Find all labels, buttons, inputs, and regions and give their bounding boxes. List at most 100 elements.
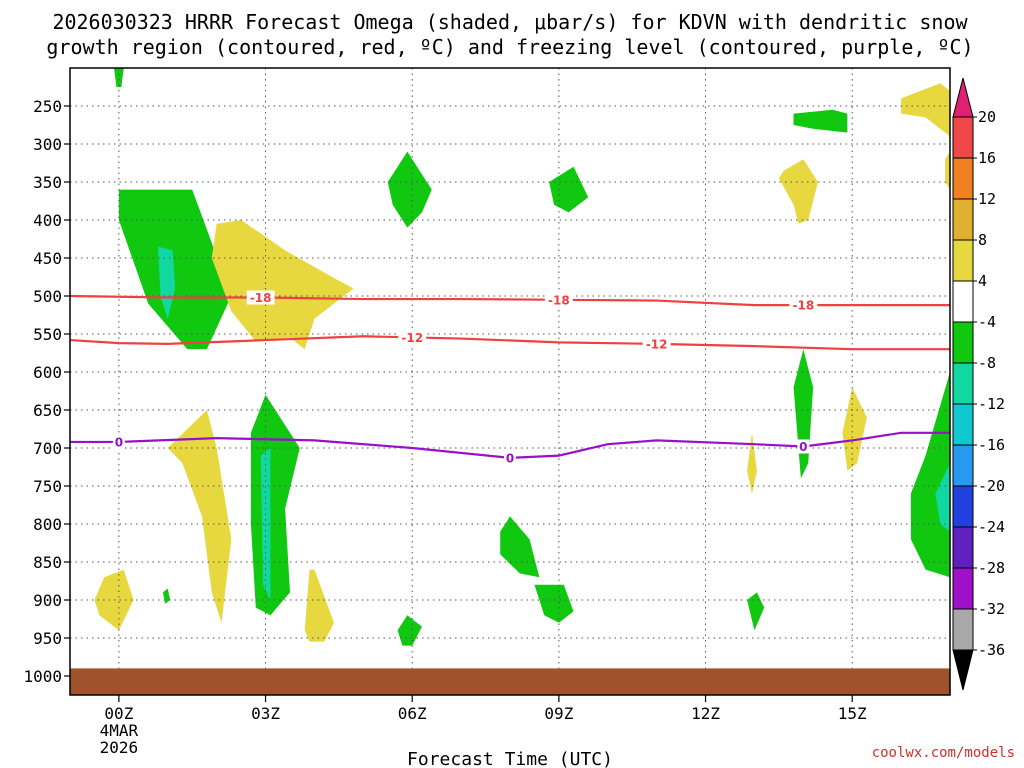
- colorbar-swatch-10: [952, 526, 974, 569]
- chart-title-line2: growth region (contoured, red, ºC) and f…: [46, 35, 973, 59]
- dgz-contour-minus18-label-1: -18: [548, 293, 570, 307]
- omega-teal-2-region: [158, 246, 176, 319]
- colorbar-label-13: -36: [978, 641, 1005, 659]
- colorbar-swatch-1: [952, 157, 974, 200]
- colorbar-top-arrow: [952, 77, 974, 118]
- colorbar-swatch-9: [952, 485, 974, 528]
- omega-green-2-region: [118, 189, 232, 350]
- y-tick-label-350: 350: [33, 173, 62, 192]
- contour-lines: -18 -18 -18 -12 -12 0 0 0: [69, 290, 950, 465]
- omega-green-4-region: [549, 166, 589, 213]
- omega-green-6-region: [250, 394, 300, 616]
- ground-surface: [70, 668, 950, 695]
- x-date-label-0: 4MAR: [100, 721, 139, 740]
- dgz-contour-minus12-label-0: -12: [401, 331, 423, 345]
- plot-frame: [69, 67, 951, 696]
- plot-area: [94, 68, 950, 646]
- dgz-contour-minus12-label-bg-0: [398, 330, 427, 345]
- y-tick-label-700: 700: [33, 439, 62, 458]
- x-tick-label-03Z: 03Z: [251, 704, 280, 723]
- colorbar-swatch-7: [952, 403, 974, 446]
- colorbar-label-11: -28: [978, 559, 1005, 577]
- y-tick-label-400: 400: [33, 211, 62, 230]
- dgz-contour-minus12-label-1: -12: [646, 337, 668, 351]
- x-tick-label-00Z: 00Z: [104, 704, 133, 723]
- x-axis-label: Forecast Time (UTC): [407, 749, 613, 768]
- colorbar-swatch-2: [952, 198, 974, 241]
- y-tick-label-500: 500: [33, 287, 62, 306]
- y-tick-label-850: 850: [33, 553, 62, 572]
- dgz-contour-minus18: [69, 294, 950, 307]
- dgz-contour-minus12: [69, 335, 950, 351]
- dgz-contour-minus18-label-bg-0: [246, 290, 275, 305]
- y-tick-label-250: 250: [33, 97, 62, 116]
- credit-text: coolwx.com/models: [872, 745, 1015, 761]
- omega-yellow-11-region: [747, 432, 757, 494]
- y-tick-label-550: 550: [33, 325, 62, 344]
- x-date-label-1: 2026: [100, 738, 139, 757]
- omega-yellow-9-region: [304, 569, 334, 642]
- omega-yellow-6-region: [901, 83, 950, 137]
- y-tick-label-300: 300: [33, 135, 62, 154]
- omega-yellow-5-region: [778, 159, 818, 224]
- freezing-level-contour-label-bg-0: [112, 434, 125, 449]
- omega-green-13-region: [910, 372, 950, 578]
- y-tick-label-600: 600: [33, 363, 62, 382]
- omega-yellow-8-region: [167, 410, 232, 623]
- y-tick-label-1000: 1000: [23, 667, 62, 686]
- colorbar-swatch-11: [952, 567, 974, 610]
- colorbar-swatch-5: [952, 321, 974, 364]
- omega-green-8-region: [397, 615, 422, 646]
- y-tick-label-750: 750: [33, 477, 62, 496]
- colorbar: 20 16 12 8 4 -4 -8 -12 -16 -20 -24 -28 -32 -36: [952, 77, 1005, 691]
- omega-green-9-region: [500, 516, 540, 578]
- colorbar-swatch-0: [952, 116, 974, 159]
- colorbar-label-12: -32: [978, 600, 1005, 618]
- colorbar-label-5: -4: [978, 313, 996, 331]
- omega-green-7-region: [162, 588, 171, 604]
- dgz-contour-minus18-label-0: -18: [250, 291, 272, 305]
- grid-lines: [70, 68, 950, 669]
- freezing-level-contour-label-bg-1: [504, 450, 516, 465]
- x-tick-label-09Z: 09Z: [544, 704, 573, 723]
- colorbar-swatch-4: [952, 280, 974, 323]
- omega-green-11-region: [747, 592, 765, 631]
- colorbar-label-0: 20: [978, 108, 996, 126]
- colorbar-bottom-arrow: [952, 649, 974, 691]
- colorbar-label-8: -16: [978, 436, 1005, 454]
- freezing-level-contour-label-1: 0: [506, 451, 514, 465]
- freezing-level-contour: [70, 431, 950, 459]
- freezing-level-contour-label-0: 0: [115, 435, 123, 449]
- dgz-contour-minus18-label-bg-1: [544, 292, 573, 307]
- colorbar-swatch-8: [952, 444, 974, 487]
- colorbar-swatch-12: [952, 608, 974, 651]
- dgz-contour-minus12-label-bg-1: [642, 336, 671, 351]
- colorbar-swatch-6: [952, 362, 974, 405]
- colorbar-label-6: -8: [978, 354, 996, 372]
- colorbar-label-7: -12: [978, 395, 1005, 413]
- freezing-level-contour-label-2: 0: [799, 440, 807, 454]
- ground-layer: [70, 668, 950, 695]
- omega-yellow-2-region: [211, 220, 354, 350]
- omega-yellow-7-region: [945, 151, 950, 190]
- omega-yellow-12-region: [842, 387, 867, 471]
- colorbar-label-4: 4: [978, 272, 987, 290]
- colorbar-label-3: 8: [978, 231, 987, 249]
- y-axis: 250 300 350 400 450 500 550 600 650 700 750 800 850 9…: [23, 97, 70, 686]
- omega-green-3-region: [387, 151, 432, 228]
- y-tick-label-950: 950: [33, 629, 62, 648]
- y-tick-label-900: 900: [33, 591, 62, 610]
- colorbar-label-2: 12: [978, 190, 996, 208]
- y-tick-label-650: 650: [33, 401, 62, 420]
- chart-title-line1: 2026030323 HRRR Forecast Omega (shaded, …: [52, 10, 968, 34]
- colorbar-label-9: -20: [978, 477, 1005, 495]
- omega-teal-13-region: [935, 463, 950, 532]
- y-tick-label-450: 450: [33, 249, 62, 268]
- dgz-contour-minus18-label-bg-2: [789, 298, 818, 313]
- x-tick-label-06Z: 06Z: [398, 704, 427, 723]
- colorbar-label-1: 16: [978, 149, 996, 167]
- omega-green-2-region: [114, 68, 124, 87]
- colorbar-swatch-3: [952, 239, 974, 282]
- freezing-level-contour-label-bg-2: [797, 439, 810, 454]
